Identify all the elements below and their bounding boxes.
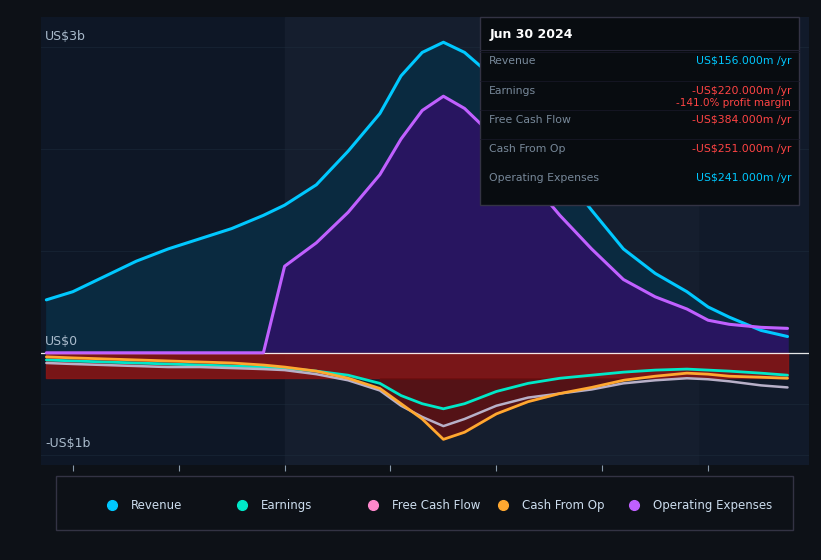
Text: US$3b: US$3b xyxy=(45,30,85,43)
Text: -US$384.000m /yr: -US$384.000m /yr xyxy=(691,115,791,125)
FancyBboxPatch shape xyxy=(57,476,793,530)
Text: Revenue: Revenue xyxy=(489,57,537,67)
Text: US$241.000m /yr: US$241.000m /yr xyxy=(695,173,791,183)
Text: Jun 30 2024: Jun 30 2024 xyxy=(489,28,573,41)
Text: Earnings: Earnings xyxy=(489,86,536,96)
Bar xyxy=(285,17,698,465)
FancyBboxPatch shape xyxy=(480,17,799,205)
Text: US$156.000m /yr: US$156.000m /yr xyxy=(695,57,791,67)
Text: Cash From Op: Cash From Op xyxy=(489,144,566,154)
Text: Free Cash Flow: Free Cash Flow xyxy=(489,115,571,125)
Text: Revenue: Revenue xyxy=(131,498,182,512)
Text: Operating Expenses: Operating Expenses xyxy=(489,173,599,183)
Text: Cash From Op: Cash From Op xyxy=(522,498,605,512)
Text: Operating Expenses: Operating Expenses xyxy=(653,498,772,512)
Bar xyxy=(698,17,809,465)
Text: -US$1b: -US$1b xyxy=(45,437,90,450)
Text: -141.0% profit margin: -141.0% profit margin xyxy=(677,98,791,108)
Text: US$0: US$0 xyxy=(45,335,78,348)
Text: -US$220.000m /yr: -US$220.000m /yr xyxy=(691,86,791,96)
Text: Free Cash Flow: Free Cash Flow xyxy=(392,498,480,512)
Text: -US$251.000m /yr: -US$251.000m /yr xyxy=(691,144,791,154)
Text: Earnings: Earnings xyxy=(261,498,313,512)
